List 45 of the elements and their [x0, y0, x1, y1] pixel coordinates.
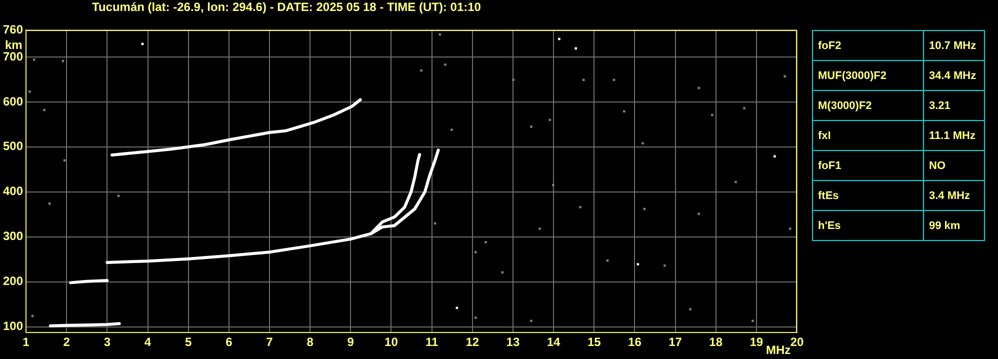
x-tick-label: 18 — [709, 335, 723, 350]
x-tick-label: 4 — [144, 335, 152, 350]
x-tick-label: 17 — [668, 335, 682, 350]
y-tick-label: 700 — [2, 49, 24, 64]
category-label: foF2 — [812, 30, 924, 60]
x-tick-label: 9 — [347, 335, 354, 350]
category-label: fxI — [812, 120, 924, 150]
x-tick-label: 3 — [104, 335, 111, 350]
y-tick-label: 200 — [2, 274, 24, 288]
chart-title: Tucumán (lat: -26.9, lon: 294.6) - DATE: 2025 05 18 - TIME (UT): 01:10 — [92, 0, 481, 14]
y-tick-label: 400 — [2, 184, 24, 198]
x-tick-label: 19 — [750, 335, 764, 350]
x-tick-label: 11 — [425, 335, 438, 350]
x-tick-label: 15 — [587, 335, 602, 350]
text: 99 km — [929, 220, 960, 232]
category-label: h'Es — [812, 210, 924, 240]
category-label: ftEs — [812, 180, 924, 210]
text: 10.7 MHz — [929, 40, 976, 52]
x-tick-label: 6 — [226, 335, 233, 350]
y-axis-title: km — [5, 38, 22, 52]
category-label: MUF(3000)F2 — [812, 60, 924, 90]
x-tick-label: 1 — [22, 335, 30, 350]
x-tick-label: 2 — [63, 335, 70, 350]
x-tick-label: 16 — [628, 335, 642, 350]
y-tick-label: 760 — [2, 22, 24, 36]
x-tick-label: 7 — [266, 335, 274, 350]
category-label: foF1 — [812, 150, 924, 180]
x-tick-label: 20 — [790, 335, 804, 350]
x-tick-label: 10 — [384, 335, 398, 350]
x-tick-label: 14 — [546, 335, 561, 350]
y-tick-label: 600 — [2, 94, 24, 108]
y-tick-label: 100 — [2, 319, 24, 334]
category-label: M(3000)F2 — [812, 90, 924, 120]
text: NO — [929, 160, 946, 172]
text: 3.21 — [929, 100, 950, 112]
y-tick-label: 300 — [2, 229, 24, 244]
x-tick-label: 5 — [184, 335, 192, 350]
x-tick-label: 8 — [306, 335, 314, 350]
x-axis-title: MHz — [766, 343, 791, 357]
x-tick-label: 13 — [506, 335, 520, 350]
text: 11.1 MHz — [929, 130, 976, 142]
x-tick-label: 12 — [466, 335, 480, 350]
text: 3.4 MHz — [929, 190, 970, 202]
text: 34.4 MHz — [929, 70, 976, 82]
y-tick-label: 500 — [2, 139, 24, 154]
